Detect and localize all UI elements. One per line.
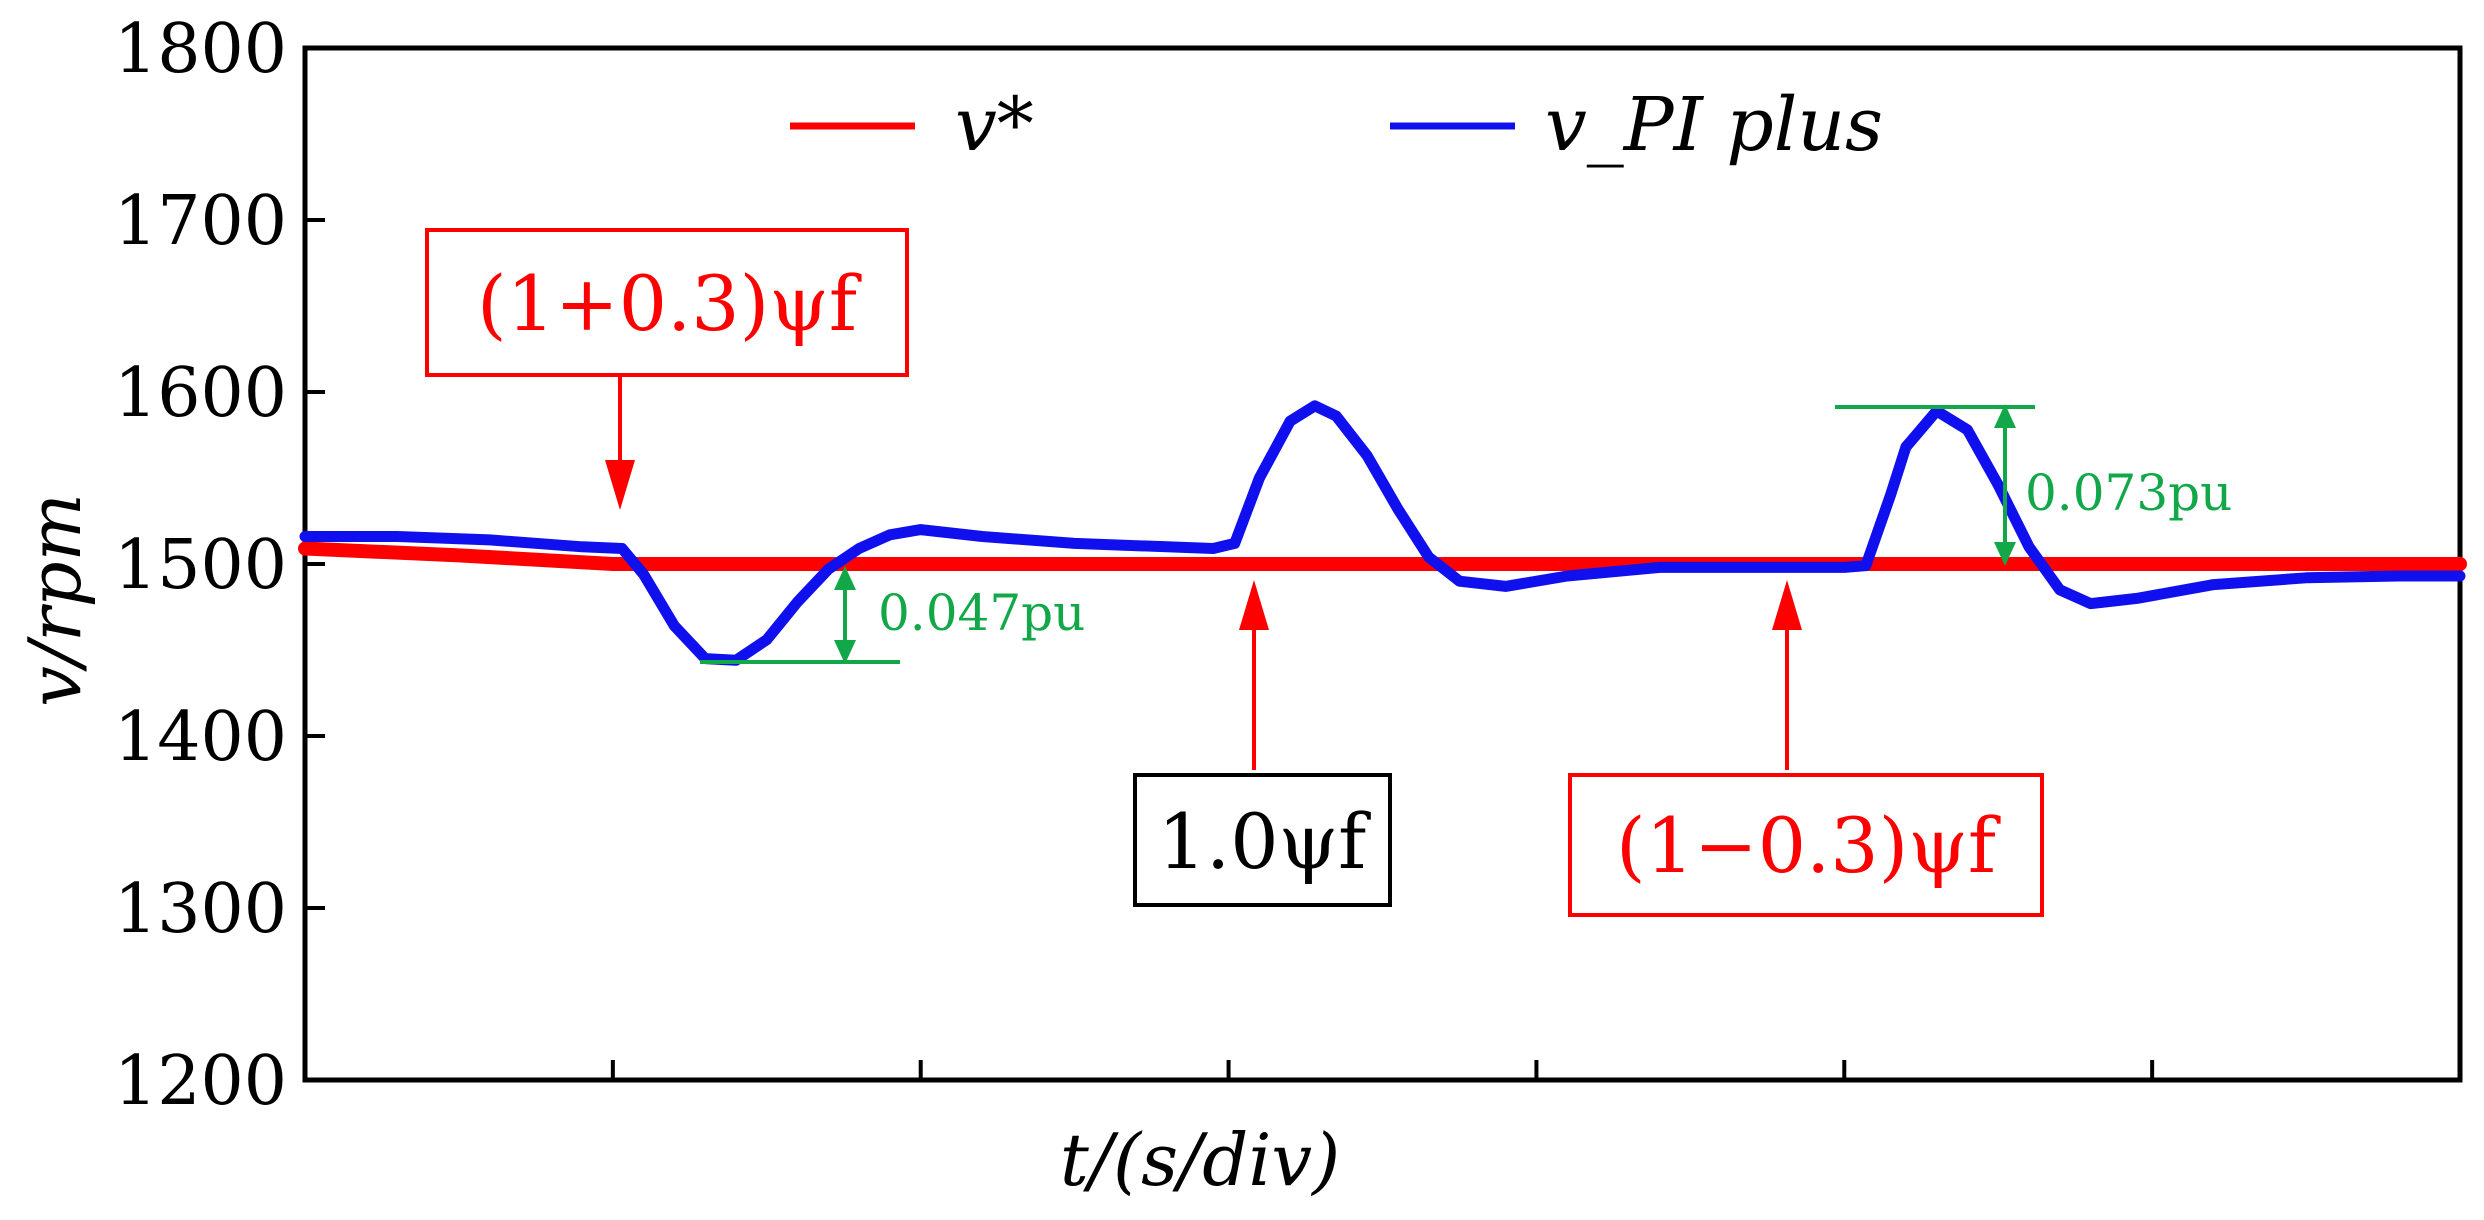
y-tick-label-1200: 1200 — [114, 1042, 287, 1121]
measure-label-peak: 0.073pu — [2025, 464, 2232, 522]
y-axis-label: v/rpm — [13, 493, 97, 707]
y-axis-ticks — [305, 46, 325, 1082]
y-tick-label-1300: 1300 — [114, 870, 287, 949]
x-axis-ticks — [610, 1060, 2155, 1080]
y-tick-label-1800: 1800 — [114, 10, 287, 89]
event-label-increase: (1+0.3)ψf — [477, 259, 862, 348]
event-label-nominal: 1.0ψf — [1158, 797, 1371, 886]
series-line-actual — [299, 400, 2466, 666]
y-tick-label-1700: 1700 — [114, 182, 287, 261]
y-tick-label-1400: 1400 — [114, 698, 287, 777]
event-arrowhead-nominal — [1239, 580, 1269, 630]
series-layer — [298, 400, 2467, 666]
event-label-decrease: (1−0.3)ψf — [1616, 801, 2001, 890]
measure-arrowhead-dip-bottom — [834, 640, 856, 664]
measure-arrowhead-peak-bottom — [1994, 542, 2016, 566]
y-tick-label-1600: 1600 — [114, 354, 287, 433]
measure-label-dip: 0.047pu — [878, 584, 1085, 642]
measure-arrowhead-peak-top — [1994, 404, 2016, 428]
legend-label-actual: v_PI plus — [1545, 82, 1883, 168]
annotation-layer: (1+0.3)ψf 1.0ψf (1−0.3)ψf 0.047pu 0.073p… — [425, 228, 2232, 917]
event-arrowhead-decrease — [1772, 580, 1802, 630]
measure-arrowhead-dip-top — [834, 566, 856, 590]
y-tick-label-1500: 1500 — [114, 526, 287, 605]
y-axis-tick-labels: 1200 1300 1400 1500 1600 1700 1800 — [114, 10, 287, 1121]
event-box-decrease — [1568, 773, 2044, 917]
legend: v* v_PI plus — [790, 82, 1883, 168]
x-axis-label: t/(s/div) — [1060, 1118, 1340, 1202]
event-box-increase — [425, 228, 909, 377]
legend-label-reference: v* — [955, 82, 1034, 168]
series-line-reference — [298, 541, 2467, 571]
event-arrowhead-increase — [605, 460, 635, 510]
event-box-nominal — [1133, 773, 1392, 907]
